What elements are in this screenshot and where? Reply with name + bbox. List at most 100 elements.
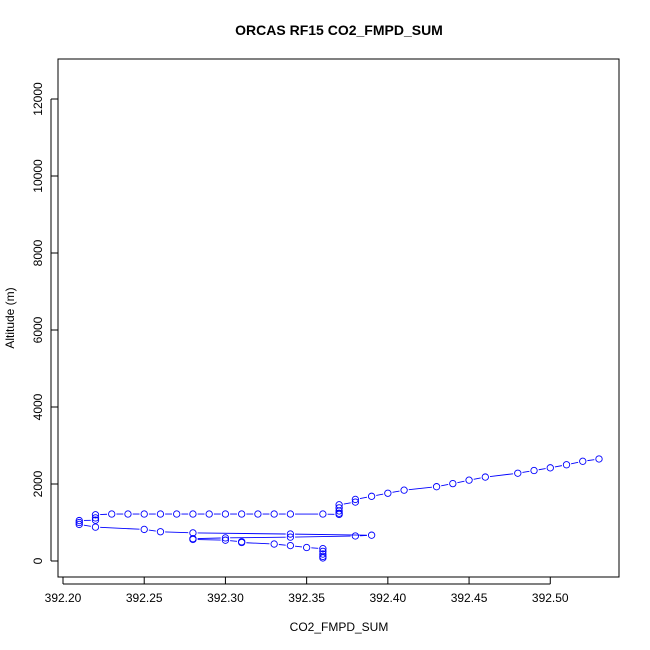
data-point <box>91 511 100 519</box>
y-axis-label: Altitude (m) <box>3 287 17 348</box>
data-point <box>254 510 262 518</box>
data-point <box>367 492 376 500</box>
data-point <box>91 514 100 522</box>
x-axis: 392.20 392.25 392.30 392.35 392.40 392.45 392.… <box>45 577 569 605</box>
series-points <box>75 455 603 562</box>
data-point <box>238 510 246 518</box>
data-point <box>319 554 327 562</box>
data-point <box>108 510 116 518</box>
series-segment <box>278 544 286 546</box>
data-point <box>319 550 327 558</box>
series-segment <box>392 490 400 493</box>
data-point <box>319 510 327 518</box>
series-segment <box>197 537 221 540</box>
series-segment <box>295 535 351 538</box>
data-point <box>481 473 489 481</box>
data-point <box>514 469 522 477</box>
series-segment <box>230 536 286 539</box>
x-tick-label: 392.45 <box>451 591 488 605</box>
data-point <box>335 507 343 515</box>
data-point <box>465 476 473 484</box>
data-point <box>205 510 213 518</box>
data-point <box>530 466 538 475</box>
series-segment <box>165 531 189 534</box>
series-segment <box>376 493 384 496</box>
data-point <box>319 545 327 553</box>
data-point <box>221 536 230 544</box>
data-point <box>595 455 603 463</box>
data-point <box>384 489 392 497</box>
data-point <box>221 510 230 518</box>
plot-frame <box>57 58 620 578</box>
series-segment <box>457 480 465 484</box>
data-point <box>221 534 230 542</box>
data-point <box>75 516 83 525</box>
series-segment <box>148 529 156 532</box>
x-tick-label: 392.50 <box>532 591 569 605</box>
series-segment <box>441 484 449 487</box>
data-point <box>140 510 148 518</box>
series-segment <box>295 545 303 548</box>
series-segment <box>230 540 238 542</box>
y-tick-label: 10000 <box>31 159 45 193</box>
series-segment <box>489 473 514 477</box>
data-point <box>75 518 83 527</box>
data-point <box>75 520 83 529</box>
data-point <box>432 483 441 491</box>
series-segment <box>100 526 140 530</box>
series-segment <box>538 468 546 471</box>
y-axis: 0 2000 4000 6000 8000 10000 12000 <box>31 82 58 564</box>
data-point <box>91 516 100 524</box>
data-point <box>124 510 132 518</box>
series-line <box>83 459 595 549</box>
data-point <box>189 510 197 518</box>
x-tick-label: 392.30 <box>207 591 244 605</box>
data-point <box>546 464 554 472</box>
data-point <box>286 510 295 518</box>
data-point <box>286 541 295 550</box>
series-segment <box>197 532 286 535</box>
y-tick-label: 0 <box>31 557 45 564</box>
data-point <box>562 461 571 469</box>
data-point <box>367 531 376 539</box>
y-tick-label: 8000 <box>31 239 45 266</box>
series-segment <box>408 486 432 491</box>
chart-title: ORCAS RF15 CO2_FMPD_SUM <box>235 22 443 38</box>
y-tick-label: 6000 <box>31 316 45 343</box>
y-tick-label: 4000 <box>31 393 45 420</box>
data-point <box>335 510 343 519</box>
data-point <box>351 532 360 540</box>
x-tick-label: 392.20 <box>45 591 82 605</box>
data-point <box>302 543 311 552</box>
data-point <box>286 530 295 538</box>
series-segment <box>197 539 221 541</box>
data-point <box>156 528 165 536</box>
series-segment <box>522 470 530 473</box>
series-segment <box>571 461 579 465</box>
series-segment <box>554 465 562 468</box>
x-tick-label: 392.40 <box>369 591 406 605</box>
y-tick-label: 12000 <box>31 82 45 116</box>
data-point <box>286 533 295 541</box>
x-tick-label: 392.25 <box>126 591 163 605</box>
data-point <box>270 510 278 518</box>
data-point <box>270 540 278 548</box>
x-tick-label: 392.35 <box>288 591 325 605</box>
series-segment <box>359 496 368 499</box>
series-segment <box>295 533 367 536</box>
data-point <box>351 495 360 504</box>
series-segment <box>83 524 91 527</box>
data-point <box>400 486 408 494</box>
data-point <box>173 510 181 518</box>
y-tick-label: 2000 <box>31 470 45 497</box>
series-segment <box>473 477 481 480</box>
data-point <box>579 457 587 465</box>
series-segment <box>343 502 351 505</box>
data-point <box>91 523 100 531</box>
data-point <box>238 538 246 547</box>
x-axis-label: CO2_FMPD_SUM <box>290 620 389 634</box>
series-segment <box>246 542 270 545</box>
series-segment <box>587 459 595 462</box>
data-point <box>351 498 360 506</box>
